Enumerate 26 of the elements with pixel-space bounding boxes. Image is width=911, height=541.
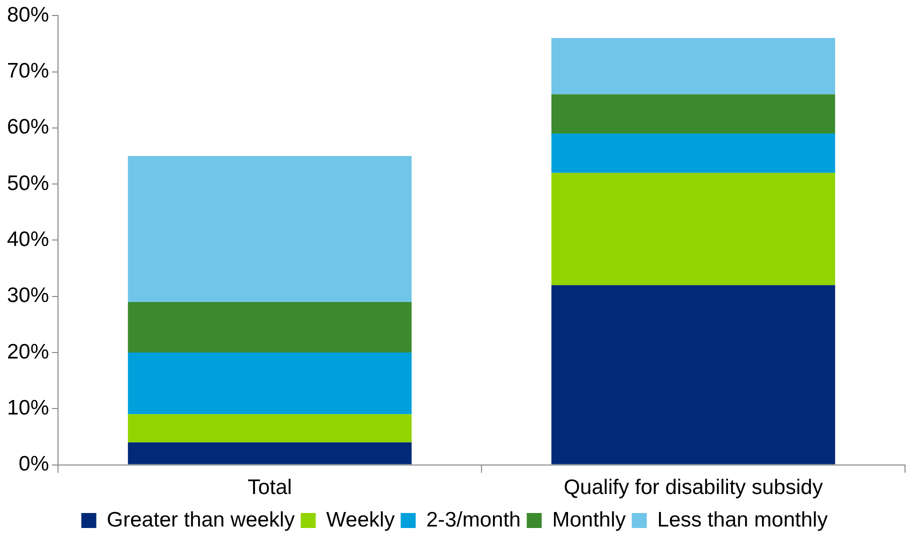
legend-label: Less than monthly <box>657 508 828 532</box>
legend-label: 2-3/month <box>426 508 521 532</box>
x-tick-label: Qualify for disability subsidy <box>564 476 824 500</box>
legend-label: Greater than weekly <box>106 508 296 532</box>
bar <box>128 302 412 352</box>
y-tick-label: 40% <box>7 228 50 251</box>
bar <box>128 414 412 442</box>
y-tick-label: 20% <box>7 340 50 364</box>
y-tick-label: 80% <box>7 3 50 26</box>
y-tick-label: 30% <box>7 284 50 308</box>
bar <box>551 94 836 134</box>
legend-label: Monthly <box>552 508 626 532</box>
bar <box>551 134 836 173</box>
bar <box>128 156 412 302</box>
bar <box>128 352 412 414</box>
y-tick-label: 50% <box>7 172 50 195</box>
bar <box>128 442 412 464</box>
bar <box>551 285 836 464</box>
y-tick-label: 60% <box>7 116 50 139</box>
bar <box>551 172 836 286</box>
y-tick-label: 0% <box>18 452 50 476</box>
y-tick-label: 10% <box>7 396 50 420</box>
y-tick-label: 70% <box>7 60 50 83</box>
legend-label: Weekly <box>326 508 396 532</box>
x-tick-label: Total <box>248 476 292 500</box>
bar <box>551 38 836 94</box>
